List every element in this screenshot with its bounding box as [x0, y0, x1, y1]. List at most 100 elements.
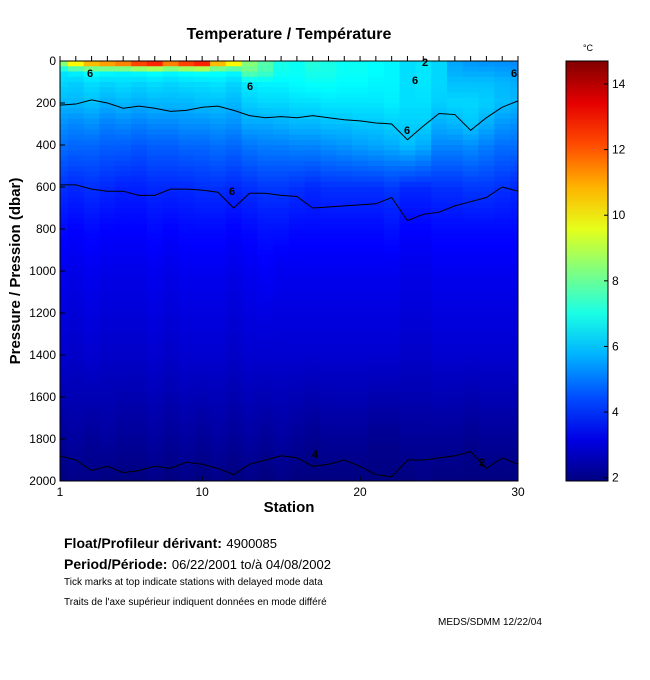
heatmap-cell [446, 66, 464, 72]
heatmap-cell [320, 97, 337, 104]
heatmap-cell [446, 460, 464, 466]
heatmap-cell [178, 124, 195, 130]
heatmap-cell [320, 181, 337, 188]
chart-title: Temperature / Température [187, 26, 392, 43]
heatmap-cell [304, 376, 322, 382]
heatmap-cell [60, 223, 69, 230]
heatmap-cell [289, 87, 306, 93]
heatmap-cell [336, 292, 353, 298]
heatmap-cell [304, 454, 322, 461]
heatmap-cell [510, 465, 519, 471]
heatmap-cell [431, 160, 448, 167]
heatmap-cell [446, 402, 464, 408]
heatmap-cell [273, 229, 290, 235]
heatmap-cell [446, 139, 464, 146]
heatmap-cell [146, 444, 164, 450]
heatmap-cell [225, 297, 243, 303]
heatmap-cell [178, 444, 195, 450]
heatmap-cell [415, 223, 432, 230]
heatmap-cell [60, 376, 69, 382]
heatmap-cell [210, 66, 227, 72]
heatmap-cell [494, 433, 511, 440]
contour-line-6 [59, 99, 519, 141]
heatmap-cell [289, 397, 306, 403]
heatmap-cell [494, 187, 511, 193]
heatmap-cell [336, 391, 353, 398]
heatmap-cell [162, 418, 179, 424]
heatmap-cell [115, 229, 132, 235]
heatmap-cell [83, 271, 100, 277]
heatmap-cell [478, 460, 495, 466]
heatmap-cell [115, 61, 132, 67]
heatmap-cell [99, 444, 116, 450]
heatmap-cell [67, 313, 85, 319]
heatmap-cell [115, 76, 132, 83]
x-tick-label: 1 [57, 485, 64, 499]
heatmap-cell [131, 76, 148, 83]
heatmap-cell [241, 129, 258, 135]
heatmap-cell [289, 412, 306, 419]
heatmap-cell [131, 223, 148, 230]
heatmap-cell [194, 260, 211, 267]
heatmap-cell [304, 234, 322, 240]
heatmap-cell [289, 66, 306, 72]
heatmap-cell [99, 465, 116, 471]
heatmap-cell [67, 271, 85, 277]
heatmap-cell [99, 428, 116, 435]
heatmap-cell [178, 265, 195, 272]
heatmap-cell [510, 229, 519, 235]
heatmap-cell [178, 218, 195, 225]
heatmap-cell [178, 87, 195, 93]
heatmap-cell [510, 423, 519, 429]
heatmap-cell [131, 150, 148, 156]
heatmap-cell [320, 391, 337, 398]
heatmap-cell [146, 187, 164, 193]
heatmap-cell [431, 439, 448, 445]
heatmap-cell [510, 475, 519, 482]
heatmap-cell [320, 244, 337, 251]
heatmap-cell [289, 229, 306, 235]
heatmap-cell [162, 113, 179, 120]
heatmap-cell [67, 82, 85, 88]
heatmap-cell [415, 439, 432, 445]
heatmap-cell [383, 66, 401, 72]
heatmap-cell [352, 307, 369, 314]
heatmap-cell [383, 271, 401, 277]
heatmap-cell [273, 412, 290, 419]
heatmap-cell [304, 339, 322, 345]
heatmap-cell [60, 87, 69, 93]
heatmap-cell [178, 412, 195, 419]
heatmap-cell [510, 113, 519, 120]
heatmap-cell [99, 328, 116, 335]
heatmap-cell [383, 223, 401, 230]
heatmap-cell [320, 255, 337, 261]
heatmap-cell [273, 234, 290, 240]
heatmap-cell [162, 229, 179, 235]
heatmap-cell [446, 470, 464, 477]
heatmap-cell [399, 276, 416, 282]
heatmap-cell [399, 271, 416, 277]
heatmap-cell [210, 271, 227, 277]
heatmap-cell [273, 433, 290, 440]
heatmap-cell [415, 297, 432, 303]
heatmap-cell [478, 176, 495, 183]
heatmap-cell [399, 250, 416, 256]
heatmap-cell [131, 71, 148, 78]
heatmap-cell [494, 208, 511, 214]
heatmap-cell [383, 61, 401, 67]
heatmap-cell [99, 276, 116, 282]
heatmap-cell [257, 360, 274, 366]
heatmap-cell [367, 376, 385, 382]
heatmap-cell [210, 286, 227, 293]
heatmap-cell [146, 334, 164, 340]
heatmap-cell [431, 465, 448, 471]
heatmap-cell [241, 454, 258, 461]
heatmap-cell [462, 202, 480, 209]
heatmap-cell [336, 344, 353, 351]
heatmap-cell [210, 402, 227, 408]
heatmap-cell [131, 381, 148, 387]
heatmap-cell [210, 97, 227, 104]
heatmap-cell [478, 97, 495, 104]
heatmap-cell [352, 92, 369, 99]
